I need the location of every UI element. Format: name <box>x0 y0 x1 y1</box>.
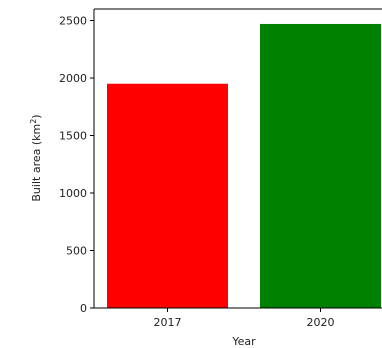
y-tick-label: 0 <box>80 302 87 315</box>
y-tick-label: 2000 <box>59 72 87 85</box>
x-axis-label: Year <box>231 335 256 348</box>
axes <box>93 8 382 309</box>
y-axis-label: Built area (km2) <box>29 114 44 201</box>
y-axis-label-superscript: 2 <box>29 119 38 124</box>
bar-2017 <box>107 83 228 308</box>
y-tick-label: 500 <box>66 245 87 258</box>
x-tick-label: 2017 <box>154 316 182 329</box>
bar-2020 <box>260 23 381 308</box>
y-tick-label: 1000 <box>59 187 87 200</box>
y-tick-label: 1500 <box>59 130 87 143</box>
y-tick-label: 2500 <box>59 15 87 28</box>
bars <box>107 23 381 308</box>
x-ticks: 2017 2020 <box>154 308 335 329</box>
y-axis-label-close: ) <box>30 114 43 118</box>
y-axis-label-main: Built area (km <box>30 124 43 202</box>
x-tick-label: 2020 <box>307 316 335 329</box>
y-ticks: 0 500 1000 1500 2000 2500 <box>59 15 94 315</box>
